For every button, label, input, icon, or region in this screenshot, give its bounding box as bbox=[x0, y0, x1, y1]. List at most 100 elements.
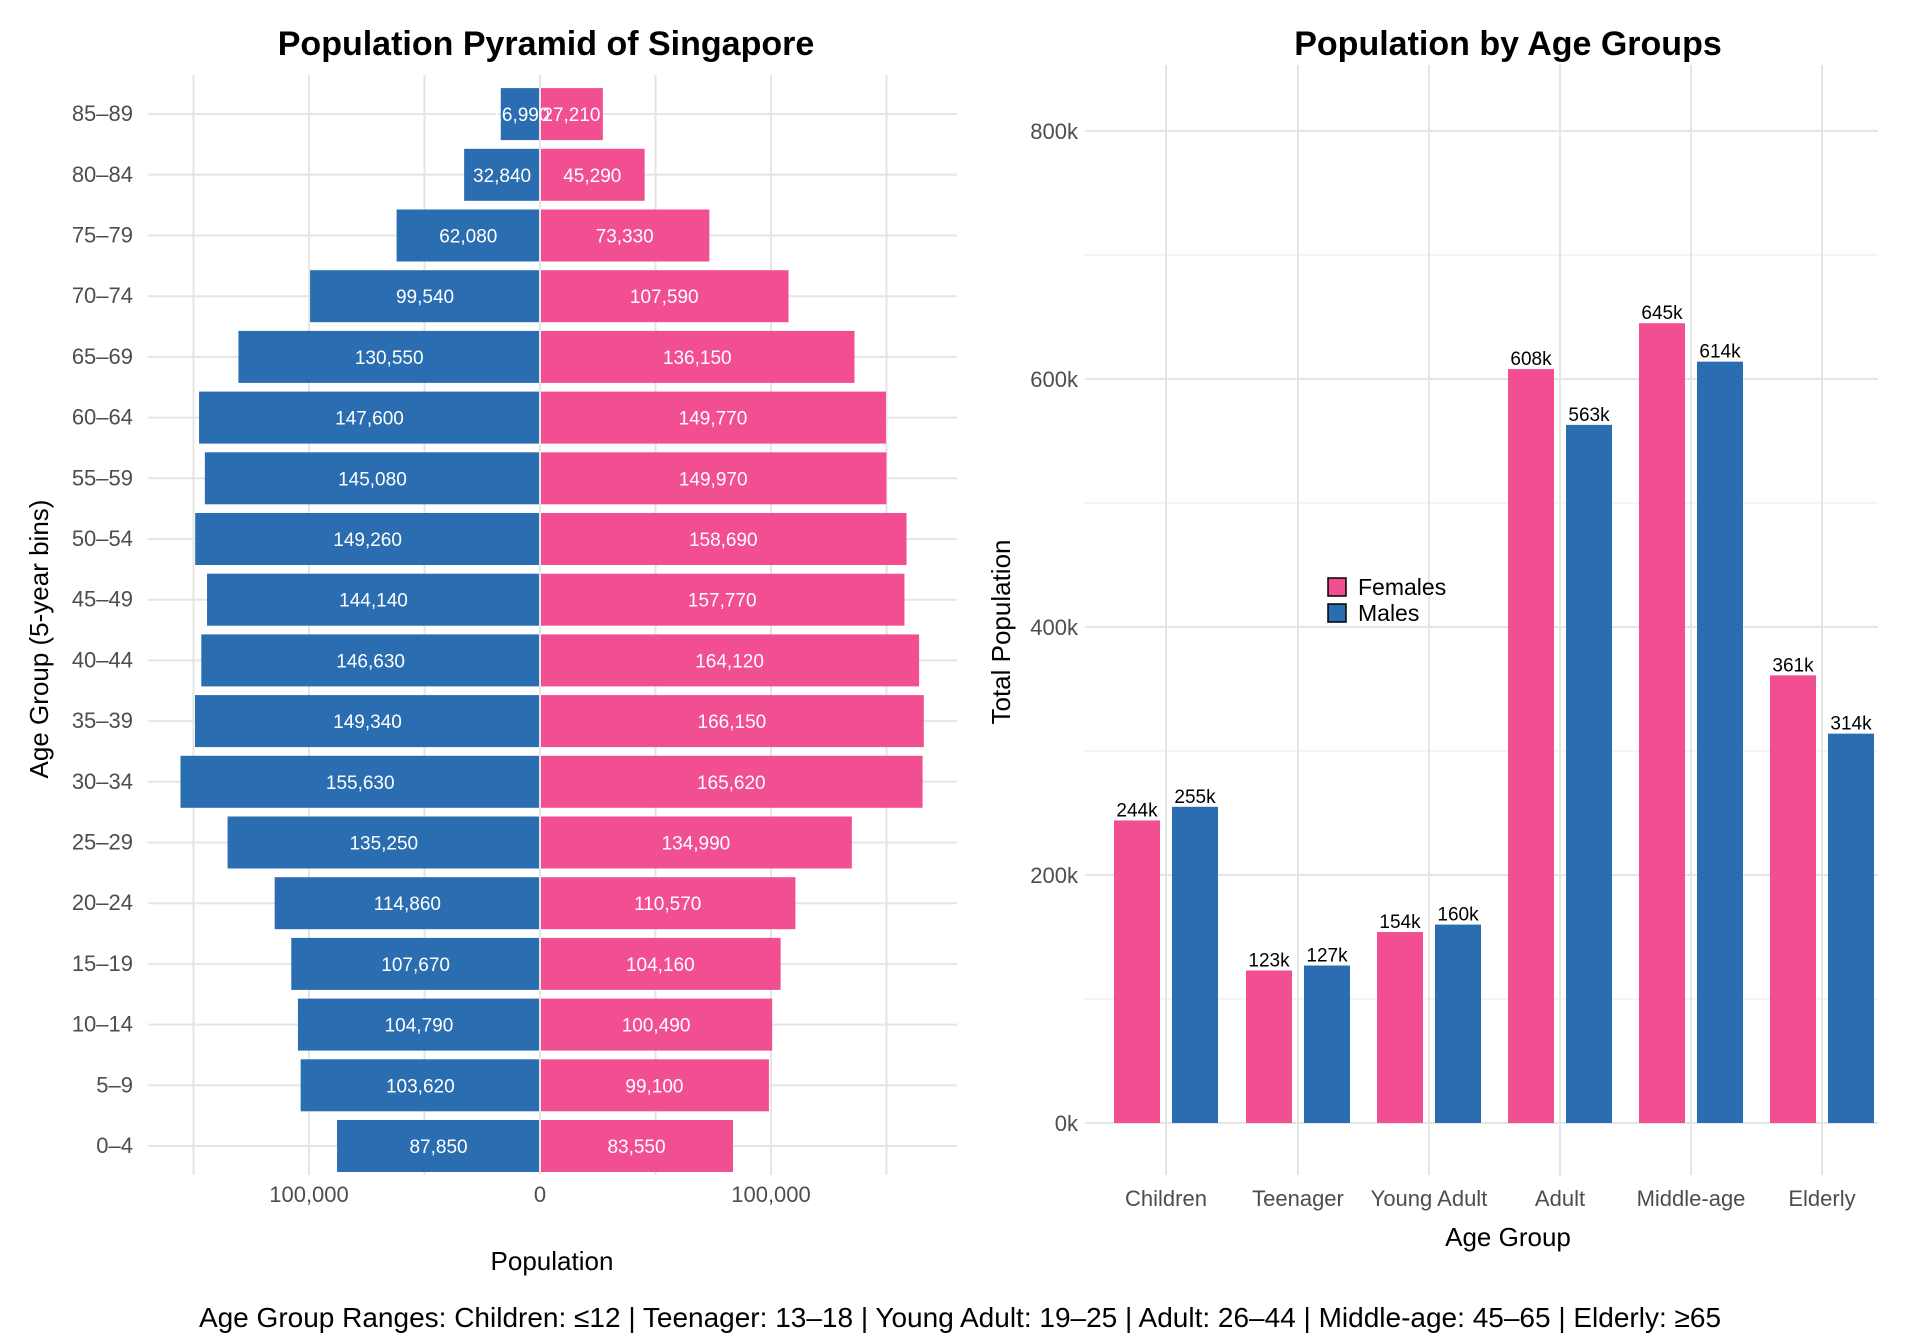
agegroups-y-tick-labels: 0k 200k 400k 600k 800k bbox=[1030, 119, 1079, 1136]
pyramid-bar-right bbox=[541, 1059, 769, 1112]
pyramid-bar-left bbox=[195, 513, 539, 565]
pyramid-y-tick-label: 70–74 bbox=[72, 283, 133, 308]
agegroups-bar-label-males: 563k bbox=[1568, 405, 1610, 426]
pyramid-bar-label-left: 149,340 bbox=[333, 712, 402, 733]
pyramid-bar-right bbox=[541, 209, 710, 262]
agegroups-x-tick-label: Children bbox=[1125, 1186, 1207, 1211]
agegroups-x-tick-label: Middle-age bbox=[1637, 1186, 1746, 1211]
agegroups-y-tick-label: 0k bbox=[1055, 1111, 1079, 1136]
pyramid-bar-label-left: 147,600 bbox=[335, 409, 404, 430]
agegroups-bar-label-males: 314k bbox=[1830, 714, 1872, 735]
pyramid-bar-right bbox=[541, 695, 924, 748]
legend-label-males: Males bbox=[1358, 600, 1419, 626]
pyramid-bar-label-left: 145,080 bbox=[338, 469, 407, 490]
pyramid-x-tick-labels: 100,000 0 100,000 bbox=[269, 1182, 811, 1207]
pyramid-bar-right bbox=[541, 391, 886, 444]
agegroups-gridlines bbox=[1085, 65, 1878, 1175]
pyramid-y-tick-label: 25–29 bbox=[72, 830, 133, 855]
agegroups-bar-label-females: 645k bbox=[1641, 303, 1683, 324]
pyramid-y-tick-labels: 0–4 5–9 10–14 15–19 20–24 25–29 30–34 35–39 40–4… bbox=[72, 101, 133, 1158]
agegroups-x-tick-label: Teenager bbox=[1252, 1186, 1344, 1211]
pyramid-bar-label-right: 107,590 bbox=[630, 287, 699, 308]
agegroups-bar-males bbox=[1697, 361, 1743, 1123]
pyramid-y-tick-label: 80–84 bbox=[72, 162, 133, 187]
pyramid-y-tick-label: 35–39 bbox=[72, 708, 133, 733]
pyramid-bar-label-left: 149,260 bbox=[333, 530, 402, 551]
agegroups-bar-males bbox=[1435, 924, 1481, 1123]
agegroups-x-tick-label: Young Adult bbox=[1371, 1186, 1488, 1211]
pyramid-y-tick-label: 15–19 bbox=[72, 951, 133, 976]
pyramid-x-tick-label: 100,000 bbox=[269, 1182, 349, 1207]
legend-swatch-males bbox=[1327, 603, 1347, 623]
pyramid-bar-left bbox=[297, 998, 539, 1051]
pyramid-bar-right bbox=[541, 452, 887, 505]
pyramid-bar-right bbox=[541, 88, 603, 141]
agegroups-bar-label-males: 614k bbox=[1699, 342, 1741, 363]
age-groups-chart: Population by Age Groups 244k 255k 123k 127… bbox=[986, 25, 1878, 1252]
pyramid-bar-label-right: 73,330 bbox=[596, 227, 654, 248]
pyramid-bar-label-right: 157,770 bbox=[688, 591, 757, 612]
pyramid-bar-left bbox=[207, 573, 539, 626]
pyramid-bar-right bbox=[541, 755, 923, 808]
pyramid-bar-label-right: 83,550 bbox=[607, 1137, 665, 1158]
pyramid-bar-left bbox=[227, 816, 539, 869]
population-pyramid-chart: Population Pyramid of Singapore 87,850 83… bbox=[24, 25, 957, 1276]
agegroups-y-tick-label: 600k bbox=[1030, 367, 1079, 392]
pyramid-bar-right bbox=[541, 937, 781, 990]
pyramid-bar-right bbox=[541, 330, 855, 383]
pyramid-x-tick-label: 0 bbox=[534, 1182, 546, 1207]
pyramid-x-axis-label: Population bbox=[491, 1246, 614, 1276]
pyramid-bar-label-right: 165,620 bbox=[697, 773, 766, 794]
pyramid-bar-right bbox=[541, 634, 920, 687]
agegroups-y-tick-label: 800k bbox=[1030, 119, 1079, 144]
agegroups-y-tick-label: 400k bbox=[1030, 615, 1079, 640]
pyramid-bar-label-right: 100,490 bbox=[622, 1016, 691, 1037]
pyramid-bar-label-left: 135,250 bbox=[349, 834, 418, 855]
pyramid-bar-right bbox=[541, 513, 907, 565]
pyramid-y-tick-label: 20–24 bbox=[72, 890, 133, 915]
agegroups-x-tick-label: Elderly bbox=[1788, 1186, 1855, 1211]
pyramid-y-tick-label: 75–79 bbox=[72, 223, 133, 248]
pyramid-bar-left bbox=[195, 695, 539, 748]
agegroups-title: Population by Age Groups bbox=[1294, 25, 1722, 63]
pyramid-bar-label-left: 103,620 bbox=[386, 1076, 455, 1097]
agegroups-bar-females bbox=[1508, 369, 1554, 1124]
pyramid-y-tick-label: 55–59 bbox=[72, 465, 133, 490]
pyramid-bar-label-left: 104,790 bbox=[385, 1016, 454, 1037]
agegroups-x-tick-labels: Children Teenager Young Adult Adult Middle-a… bbox=[1125, 1186, 1856, 1211]
agegroups-bar-females bbox=[1246, 970, 1292, 1123]
pyramid-bar-label-right: 164,120 bbox=[695, 651, 764, 672]
agegroups-bar-label-females: 361k bbox=[1772, 655, 1814, 676]
pyramid-bar-left bbox=[274, 877, 539, 930]
pyramid-bar-label-left: 87,850 bbox=[409, 1137, 467, 1158]
pyramid-bar-right bbox=[541, 998, 773, 1051]
pyramid-bar-label-left: 32,840 bbox=[473, 166, 531, 187]
agegroups-bar-label-females: 244k bbox=[1116, 800, 1158, 821]
pyramid-bar-label-right: 158,690 bbox=[689, 530, 758, 551]
agegroups-legend: Females Males bbox=[1327, 574, 1446, 626]
pyramid-bar-right bbox=[541, 877, 796, 930]
pyramid-bar-label-left: 130,550 bbox=[355, 348, 424, 369]
pyramid-bar-label-left: 144,140 bbox=[339, 591, 408, 612]
pyramid-bar-left bbox=[291, 937, 539, 990]
legend-swatch-females bbox=[1327, 577, 1347, 597]
pyramid-y-tick-label: 60–64 bbox=[72, 405, 133, 430]
agegroups-bar-label-males: 127k bbox=[1306, 946, 1348, 967]
pyramid-y-tick-label: 30–34 bbox=[72, 769, 133, 794]
pyramid-bar-label-right: 27,210 bbox=[542, 105, 600, 126]
agegroups-x-axis-label: Age Group bbox=[1445, 1222, 1571, 1252]
pyramid-bar-left bbox=[238, 330, 539, 383]
pyramid-bar-label-right: 166,150 bbox=[698, 712, 767, 733]
pyramid-bar-left bbox=[201, 634, 539, 687]
agegroups-bar-females bbox=[1770, 675, 1816, 1123]
pyramid-bar-left bbox=[204, 452, 539, 505]
pyramid-bar-right bbox=[541, 1120, 734, 1172]
charts-canvas: Population Pyramid of Singapore 87,850 83… bbox=[24, 25, 1878, 1276]
pyramid-bar-left bbox=[180, 755, 540, 808]
pyramid-bar-label-left: 16,990 bbox=[491, 105, 549, 126]
agegroups-bar-label-males: 255k bbox=[1174, 787, 1216, 808]
legend-label-females: Females bbox=[1358, 574, 1446, 600]
agegroups-bar-label-females: 608k bbox=[1510, 349, 1552, 370]
pyramid-bar-label-right: 110,570 bbox=[634, 894, 701, 915]
pyramid-bar-left bbox=[464, 148, 539, 201]
